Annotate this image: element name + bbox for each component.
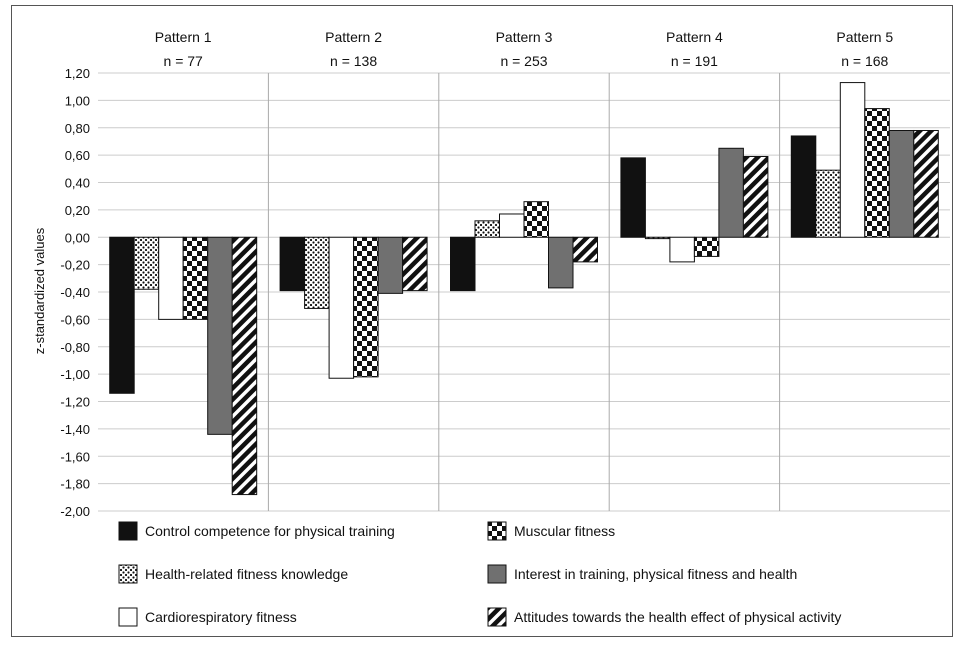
legend-label: Muscular fitness	[514, 523, 615, 539]
y-tick-label: 0,80	[65, 121, 90, 136]
bar	[548, 236, 574, 289]
bar	[572, 236, 598, 263]
bar	[620, 157, 646, 238]
y-tick-label: 0,40	[65, 176, 90, 191]
bar	[790, 135, 817, 238]
bar	[644, 236, 671, 240]
y-tick-label: 1,20	[65, 66, 90, 81]
y-tick-label: -0,80	[60, 340, 90, 355]
legend-swatch	[118, 521, 138, 541]
legend-label: Control competence for physical training	[145, 523, 395, 539]
bar	[839, 82, 866, 238]
y-tick-label: -1,00	[60, 367, 90, 382]
y-tick-label: 1,00	[65, 93, 90, 108]
category-label: Pattern 5	[836, 29, 893, 45]
category-n-label: n = 77	[164, 53, 204, 69]
bar	[523, 201, 549, 238]
bar	[888, 129, 915, 238]
y-tick-label: -1,60	[60, 449, 90, 464]
legend-swatch	[118, 607, 138, 627]
y-tick-label: -1,80	[60, 477, 90, 492]
bar	[742, 155, 769, 238]
category-label: Pattern 3	[496, 29, 553, 45]
legend-swatch	[118, 564, 138, 584]
y-tick-label: -1,20	[60, 395, 90, 410]
chart-frame: 1,20 1,00 0,80 0,60 0,40 0,20 0,00 -0,20 -0,40 -0…	[11, 5, 953, 637]
bar	[913, 129, 939, 238]
category-n-label: n = 253	[500, 53, 547, 69]
legend-swatch	[487, 521, 507, 541]
legend-label: Attitudes towards the health effect of p…	[514, 609, 841, 625]
category-label: Pattern 4	[666, 29, 723, 45]
y-tick-label: -0,20	[60, 258, 90, 273]
bar	[353, 236, 379, 378]
legend-label: Cardiorespiratory fitness	[145, 609, 297, 625]
bar	[450, 236, 476, 292]
y-tick-label: -0,40	[60, 285, 90, 300]
bar	[402, 236, 428, 292]
bar	[279, 236, 306, 292]
bar	[231, 236, 258, 496]
category-n-label: n = 168	[841, 53, 888, 69]
y-tick-label: 0,60	[65, 148, 90, 163]
bar	[109, 236, 135, 394]
y-tick-label: 0,00	[65, 230, 90, 245]
bar	[693, 236, 720, 257]
y-tick-label: 0,20	[65, 203, 90, 218]
bar	[377, 236, 404, 294]
legend-swatch	[487, 607, 507, 627]
bar	[158, 236, 184, 320]
y-tick-label: -0,60	[60, 312, 90, 327]
legend-label: Interest in training, physical fitness a…	[514, 566, 797, 582]
legend-swatch	[487, 564, 507, 584]
bar	[864, 108, 890, 238]
bar	[328, 236, 355, 379]
bar-chart: 1,20 1,00 0,80 0,60 0,40 0,20 0,00 -0,20 -0,40 -0…	[32, 29, 950, 627]
bar	[133, 236, 160, 290]
bar	[669, 236, 695, 263]
category-label: Pattern 2	[325, 29, 382, 45]
legend-label: Health-related fitness knowledge	[145, 566, 348, 582]
category-label: Pattern 1	[155, 29, 212, 45]
bar	[718, 147, 744, 238]
bar	[815, 169, 841, 238]
y-axis-label: z-standardized values	[32, 227, 47, 354]
bar	[182, 236, 209, 320]
bar	[304, 236, 330, 309]
bar	[474, 220, 500, 238]
category-n-label: n = 191	[671, 53, 718, 69]
y-tick-label: -1,40	[60, 422, 90, 437]
category-n-label: n = 138	[330, 53, 377, 69]
bar	[207, 236, 233, 435]
y-tick-label: -2,00	[60, 504, 90, 519]
bar	[499, 213, 525, 238]
